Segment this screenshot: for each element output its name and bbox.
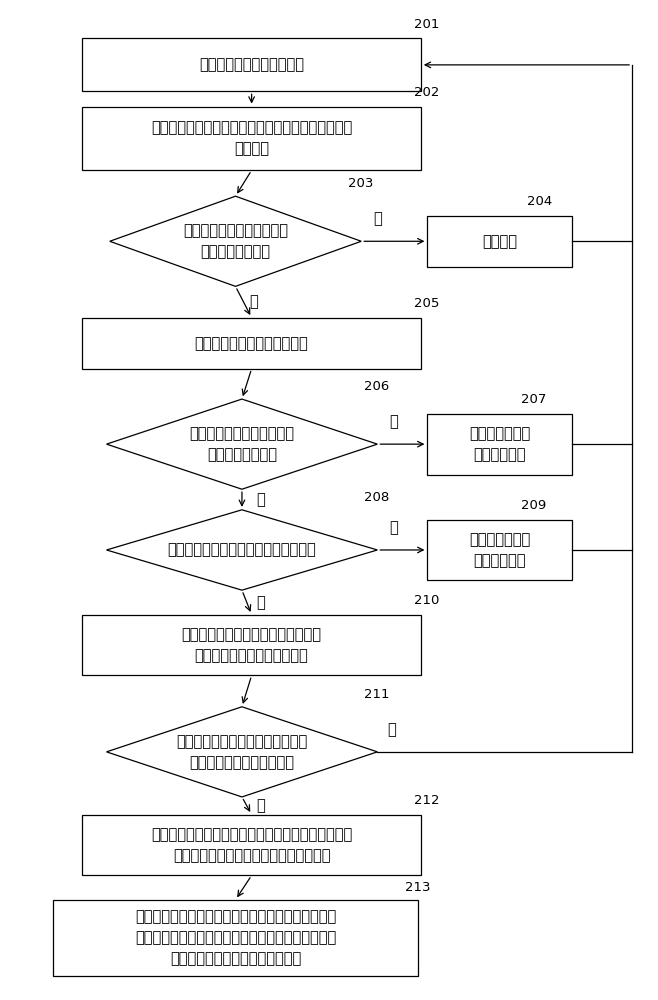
Bar — [82, 107, 421, 170]
Bar — [427, 414, 572, 475]
Text: 206: 206 — [365, 380, 390, 393]
Text: 211: 211 — [365, 688, 390, 701]
Text: 忽略终端: 忽略终端 — [482, 234, 517, 249]
Text: 根据发包频度判断终端是否
处于业务进行状态: 根据发包频度判断终端是否 处于业务进行状态 — [183, 223, 288, 259]
Polygon shape — [107, 510, 377, 590]
Bar — [53, 900, 418, 976]
Text: 208: 208 — [365, 491, 390, 504]
Text: 201: 201 — [415, 18, 440, 31]
Text: 将接收的所述终端发送的数据进行不连续丢包，并把
不连续丢包后的数据延时上送至上层协议: 将接收的所述终端发送的数据进行不连续丢包，并把 不连续丢包后的数据延时上送至上层… — [151, 827, 352, 863]
Text: 207: 207 — [521, 393, 546, 406]
Text: 203: 203 — [348, 177, 374, 190]
Text: 210: 210 — [415, 594, 440, 607]
Text: 是: 是 — [389, 414, 397, 429]
Text: 降低所述终端的上行数据发送门限；
检测终端的实际数据发送速率: 降低所述终端的上行数据发送门限； 检测终端的实际数据发送速率 — [182, 627, 322, 663]
Polygon shape — [107, 707, 377, 797]
Text: 检测到终端的不连续丢包和时延，与终端进行协商，
使终端降低发送数据的速率，直到终端的实际数据发
送速率小于等于上行数据发送门限: 检测到终端的不连续丢包和时延，与终端进行协商， 使终端降低发送数据的速率，直到终… — [135, 910, 336, 967]
Text: 提高终端的上行
数据发送门限: 提高终端的上行 数据发送门限 — [469, 426, 530, 462]
Text: 判断终端空口占用时间比值
是否小于第二阈值: 判断终端空口占用时间比值 是否小于第二阈值 — [190, 426, 294, 462]
Bar — [82, 318, 421, 369]
Text: 205: 205 — [415, 297, 440, 310]
Text: 212: 212 — [415, 794, 440, 807]
Text: 否: 否 — [256, 595, 265, 610]
Text: 213: 213 — [405, 881, 430, 894]
Bar — [82, 38, 421, 91]
Text: 检测终端的上行业务包个数: 检测终端的上行业务包个数 — [199, 57, 304, 72]
Text: 否: 否 — [373, 212, 382, 227]
Bar — [427, 520, 572, 580]
Text: 209: 209 — [521, 499, 546, 512]
Text: 否: 否 — [256, 492, 265, 507]
Text: 否: 否 — [387, 722, 395, 737]
Text: 根据终端的上行业务包个数，获取各终端的上行业务
发包频度: 根据终端的上行业务包个数，获取各终端的上行业务 发包频度 — [151, 120, 352, 156]
Text: 204: 204 — [527, 195, 553, 208]
Text: 是: 是 — [256, 798, 265, 813]
Text: 判断信道空闲率是否大于等于第三阈值: 判断信道空闲率是否大于等于第三阈值 — [168, 542, 316, 557]
Bar — [427, 216, 572, 267]
Text: 判断终端的实际数据发送速率是否
大于等于上行数据发送门限: 判断终端的实际数据发送速率是否 大于等于上行数据发送门限 — [176, 734, 307, 770]
Text: 保持终端的上行
数据发送门限: 保持终端的上行 数据发送门限 — [469, 532, 530, 568]
Text: 202: 202 — [415, 86, 440, 99]
Bar — [82, 615, 421, 675]
Text: 获取终端的空口占用时间比值: 获取终端的空口占用时间比值 — [195, 336, 309, 351]
Text: 是: 是 — [249, 295, 259, 310]
Text: 是: 是 — [389, 520, 397, 535]
Polygon shape — [110, 196, 361, 286]
Polygon shape — [107, 399, 377, 489]
Bar — [82, 815, 421, 875]
